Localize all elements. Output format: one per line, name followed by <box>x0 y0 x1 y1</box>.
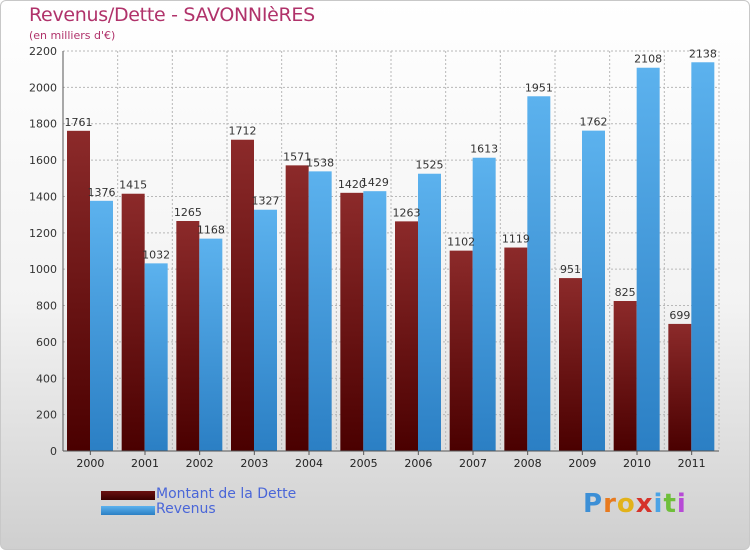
data-label: 1613 <box>470 143 498 156</box>
bar-dette <box>231 139 254 451</box>
legend-label-dette: Montant de la Dette <box>156 486 297 502</box>
x-tick-label: 2009 <box>568 457 596 470</box>
data-label: 1429 <box>361 176 389 189</box>
data-label: 1538 <box>306 156 334 169</box>
data-label: 1032 <box>142 248 170 261</box>
y-tick-label: 2000 <box>29 81 57 94</box>
y-tick-label: 1000 <box>29 263 57 276</box>
bar-dette <box>504 247 528 451</box>
data-label: 1762 <box>580 116 608 129</box>
data-label: 1525 <box>416 159 444 172</box>
chart-subtitle: (en milliers d'€) <box>29 29 116 42</box>
y-tick-label: 600 <box>36 336 57 349</box>
data-label: 1327 <box>252 195 280 208</box>
bar-revenus <box>90 200 113 451</box>
logo-letter: o <box>616 489 636 519</box>
bar-dette <box>121 193 145 451</box>
data-label: 2108 <box>634 53 662 66</box>
data-label: 1376 <box>88 186 116 199</box>
x-tick-label: 2008 <box>514 457 542 470</box>
data-label: 1571 <box>283 150 311 163</box>
data-label: 1712 <box>229 125 257 138</box>
x-tick-label: 2011 <box>678 457 706 470</box>
x-tick-label: 2004 <box>295 457 323 470</box>
bar-revenus <box>582 130 605 452</box>
x-tick-label: 2002 <box>186 457 214 470</box>
x-tick-label: 2003 <box>240 457 268 470</box>
bar-dette <box>668 323 692 451</box>
logo-letter: i <box>676 489 687 519</box>
x-tick-label: 2007 <box>459 457 487 470</box>
x-tick-label: 2001 <box>131 457 159 470</box>
data-label: 1415 <box>119 179 147 192</box>
data-label: 1102 <box>447 236 475 249</box>
bar-dette <box>395 221 418 451</box>
y-tick-label: 1400 <box>29 190 57 203</box>
bars-layer <box>67 62 715 452</box>
bar-dette <box>67 130 90 451</box>
bar-dette <box>613 301 637 451</box>
data-label: 1951 <box>525 81 553 94</box>
y-tick-label: 1800 <box>29 118 57 131</box>
data-label: 1265 <box>174 206 202 219</box>
y-tick-label: 1600 <box>29 154 57 167</box>
data-label: 825 <box>615 286 636 299</box>
bar-dette <box>449 250 473 451</box>
bar-revenus <box>254 209 277 451</box>
bar-dette <box>559 278 582 451</box>
legend-swatch-revenus <box>101 506 155 515</box>
logo-letter: t <box>663 489 677 519</box>
bar-dette <box>285 165 309 451</box>
logo-letter: i <box>653 489 664 519</box>
data-label: 2138 <box>689 47 717 60</box>
y-tick-label: 2200 <box>29 45 57 58</box>
proxiti-logo: Proxiti <box>583 489 687 519</box>
data-label: 1168 <box>197 224 225 237</box>
bar-revenus <box>636 67 660 452</box>
data-label: 951 <box>560 263 581 276</box>
x-tick-label: 2010 <box>623 457 651 470</box>
legend-label-revenus: Revenus <box>156 501 216 517</box>
legend-swatch-dette <box>101 491 155 500</box>
y-tick-label: 800 <box>36 300 57 313</box>
bar-dette <box>340 192 364 451</box>
data-label: 699 <box>669 309 690 322</box>
x-tick-label: 2006 <box>404 457 432 470</box>
bar-revenus <box>527 96 551 451</box>
y-tick-label: 200 <box>36 409 57 422</box>
x-tick-label: 2000 <box>76 457 104 470</box>
data-label: 1119 <box>502 233 530 246</box>
logo-letter: r <box>603 489 617 519</box>
chart-title: Revenus/Dette - SAVONNIèRES <box>29 4 315 26</box>
data-label: 1263 <box>393 206 421 219</box>
bar-revenus <box>363 191 387 451</box>
logo-letter: P <box>583 489 604 519</box>
y-tick-label: 1200 <box>29 227 57 240</box>
y-tick-label: 0 <box>50 445 57 458</box>
bar-dette <box>176 221 200 451</box>
bar-revenus <box>691 62 715 451</box>
bar-revenus <box>144 263 168 451</box>
x-tick-label: 2005 <box>350 457 378 470</box>
y-tick-label: 400 <box>36 372 57 385</box>
data-label: 1761 <box>65 116 93 129</box>
bar-revenus <box>418 173 441 451</box>
bar-revenus <box>199 238 223 451</box>
grid-layer <box>62 50 720 452</box>
bar-revenus <box>472 157 496 451</box>
axis-layer: 0 200 400 600 800 1000 1200 1400 1600 1800 2000 220… <box>29 45 719 470</box>
logo-letter: x <box>635 489 654 519</box>
data-label: 1420 <box>338 178 366 191</box>
bar-revenus <box>308 171 332 451</box>
